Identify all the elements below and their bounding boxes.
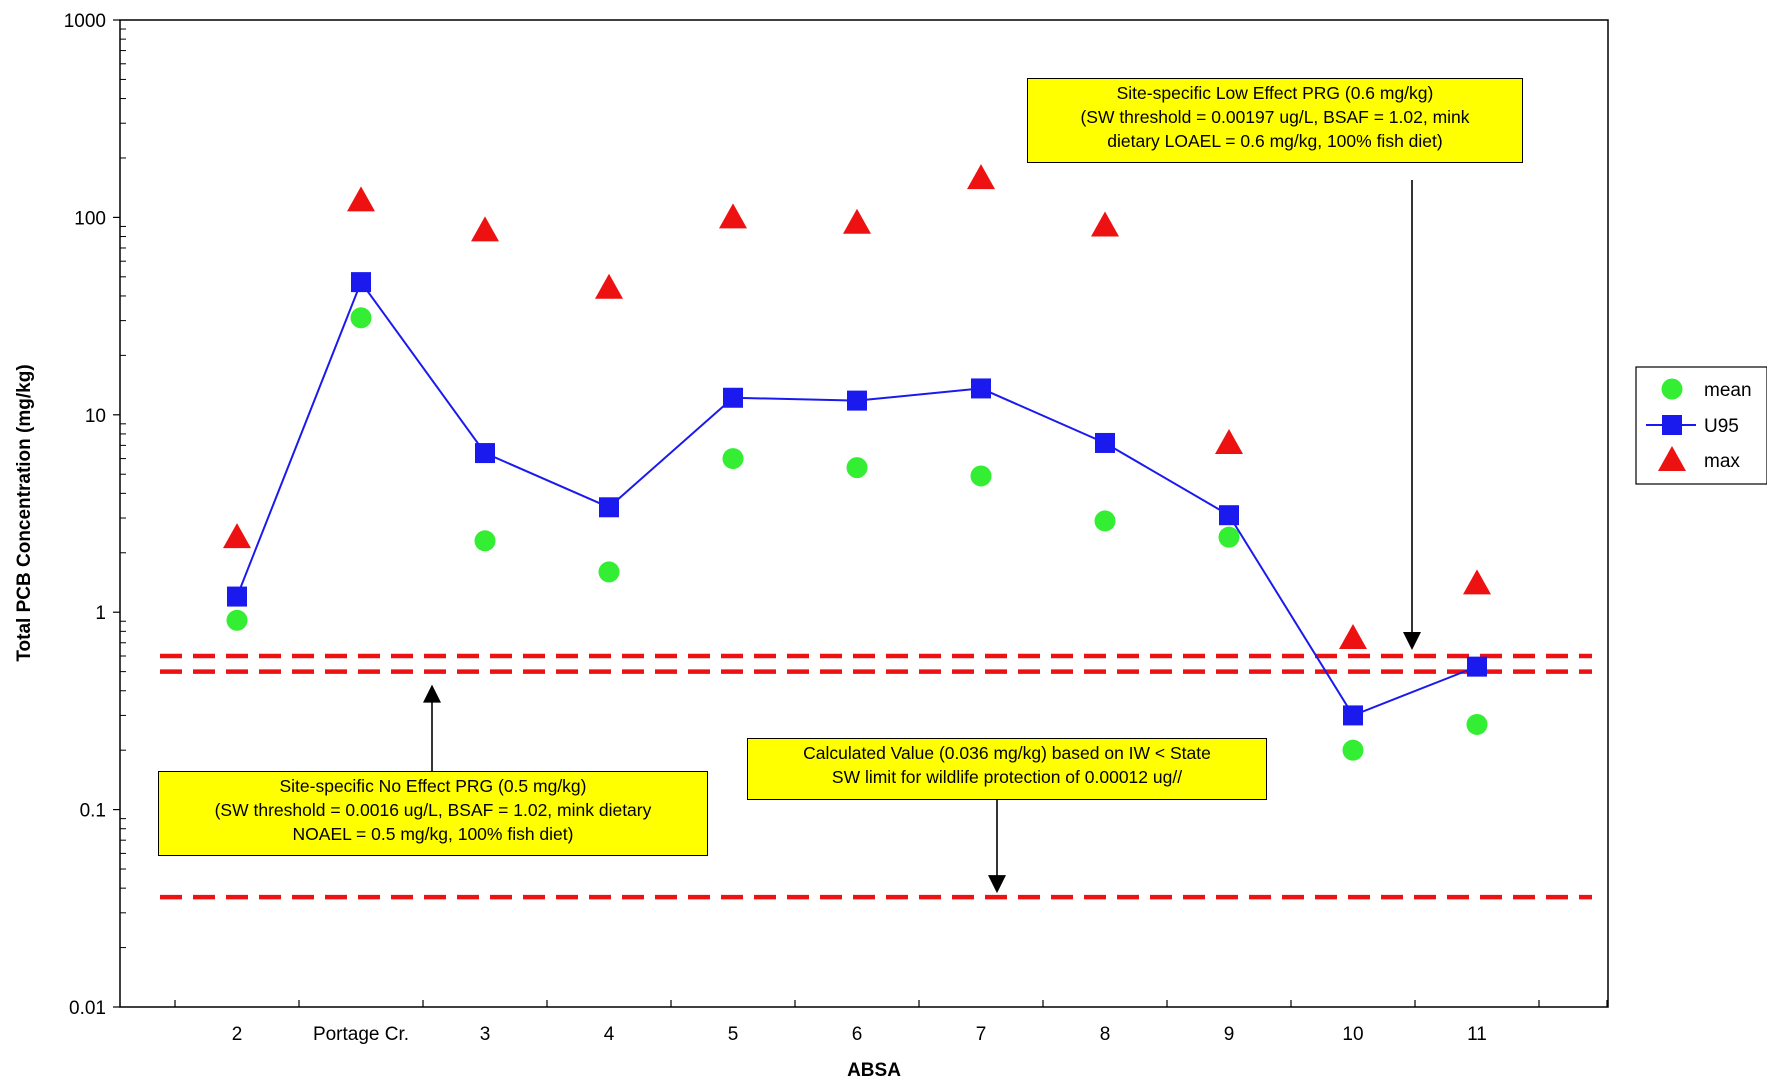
x-tick-label: 3 <box>480 1024 491 1045</box>
x-tick-label: 11 <box>1467 1024 1487 1045</box>
data-point-u95 <box>1219 505 1239 526</box>
data-point-max <box>595 273 623 299</box>
data-point-u95 <box>723 387 743 408</box>
y-tick-label: 10 <box>85 406 106 427</box>
data-point-max <box>223 523 251 549</box>
legend-label-u95: U95 <box>1704 416 1739 437</box>
x-tick-label: 10 <box>1342 1024 1363 1045</box>
data-point-max <box>1339 624 1367 650</box>
data-point-mean <box>1466 713 1488 735</box>
series-layer <box>223 164 1491 761</box>
data-point-u95 <box>475 443 495 464</box>
data-point-max <box>347 186 375 212</box>
calculated-value-annotation: Calculated Value (0.036 mg/kg) based on … <box>747 738 1267 800</box>
calculated-value-arrow-head <box>988 875 1006 894</box>
annotation-line: NOAEL = 0.5 mg/kg, 100% fish diet) <box>292 824 574 844</box>
data-point-u95 <box>1343 705 1363 726</box>
data-point-mean <box>1342 739 1364 761</box>
y-tick-label: 1 <box>95 603 106 624</box>
annotation-line: Site-specific Low Effect PRG (0.6 mg/kg) <box>1116 83 1434 103</box>
data-point-max <box>1463 569 1491 595</box>
annotation-line: SW limit for wildlife protection of 0.00… <box>831 767 1183 787</box>
series-u95 <box>227 272 1487 726</box>
data-point-mean <box>350 307 372 329</box>
x-tick-label: 5 <box>728 1024 739 1045</box>
data-point-u95 <box>847 390 867 411</box>
legend-label-mean: mean <box>1704 380 1752 401</box>
y-axis: 0.01 0.1 1 10 100 1000 <box>64 11 126 1019</box>
low-effect-arrow-head <box>1403 631 1421 650</box>
y-axis-title: Total PCB Concentration (mg/kg) <box>14 364 35 661</box>
data-point-mean <box>1218 526 1240 548</box>
annotation-line: (SW threshold = 0.0016 ug/L, BSAF = 1.02… <box>214 800 652 820</box>
annotation-line: Site-specific No Effect PRG (0.5 mg/kg) <box>279 776 587 796</box>
legend: mean U95 max <box>1635 366 1767 485</box>
low-effect-prg-annotation: Site-specific Low Effect PRG (0.6 mg/kg)… <box>1027 78 1523 163</box>
data-point-mean <box>598 561 620 583</box>
x-axis: 2 Portage Cr. 3 4 5 6 7 8 9 10 11 <box>174 1000 1608 1045</box>
data-point-max <box>967 164 995 190</box>
legend-marker-mean <box>1661 378 1683 400</box>
data-point-u95 <box>599 497 619 518</box>
data-point-max <box>471 216 499 242</box>
data-point-u95 <box>227 586 247 607</box>
legend-label-max: max <box>1704 451 1740 472</box>
data-point-max <box>1215 428 1243 454</box>
data-point-u95 <box>1467 656 1487 677</box>
data-point-mean <box>846 457 868 479</box>
annotation-line: (SW threshold = 0.00197 ug/L, BSAF = 1.0… <box>1080 107 1470 127</box>
data-point-mean <box>970 465 992 487</box>
data-point-max <box>1091 211 1119 237</box>
data-point-max <box>719 203 747 229</box>
x-axis-title: ABSA <box>847 1060 901 1080</box>
data-point-mean <box>1094 510 1116 532</box>
no-effect-arrow-head <box>423 684 441 703</box>
x-tick-label: 9 <box>1224 1024 1235 1045</box>
annotation-line: Calculated Value (0.036 mg/kg) based on … <box>803 743 1211 763</box>
annotation-line: dietary LOAEL = 0.6 mg/kg, 100% fish die… <box>1107 131 1443 151</box>
x-tick-label: Portage Cr. <box>313 1024 409 1045</box>
data-point-u95 <box>971 378 991 399</box>
y-tick-label: 1000 <box>64 11 106 32</box>
plot-area <box>119 19 1609 1008</box>
x-tick-label: 8 <box>1100 1024 1111 1045</box>
data-point-max <box>843 208 871 234</box>
data-point-u95 <box>351 272 371 293</box>
y-tick-label: 0.1 <box>80 801 106 822</box>
legend-marker-u95 <box>1662 415 1682 435</box>
x-tick-label: 2 <box>232 1024 243 1045</box>
series-max <box>223 164 1491 650</box>
data-point-mean <box>474 530 496 552</box>
data-point-mean <box>226 609 248 631</box>
y-tick-label: 0.01 <box>69 998 106 1019</box>
reference-lines <box>160 653 1592 900</box>
x-tick-label: 7 <box>976 1024 987 1045</box>
data-point-u95 <box>1095 432 1115 453</box>
x-tick-label: 6 <box>852 1024 863 1045</box>
no-effect-prg-annotation: Site-specific No Effect PRG (0.5 mg/kg) … <box>158 771 708 856</box>
legend-marker-max <box>1658 446 1686 471</box>
data-point-mean <box>722 448 744 470</box>
y-tick-label: 100 <box>74 208 106 229</box>
annotation-arrows <box>423 180 1421 894</box>
x-tick-label: 4 <box>604 1024 615 1045</box>
series-mean <box>226 307 1488 761</box>
